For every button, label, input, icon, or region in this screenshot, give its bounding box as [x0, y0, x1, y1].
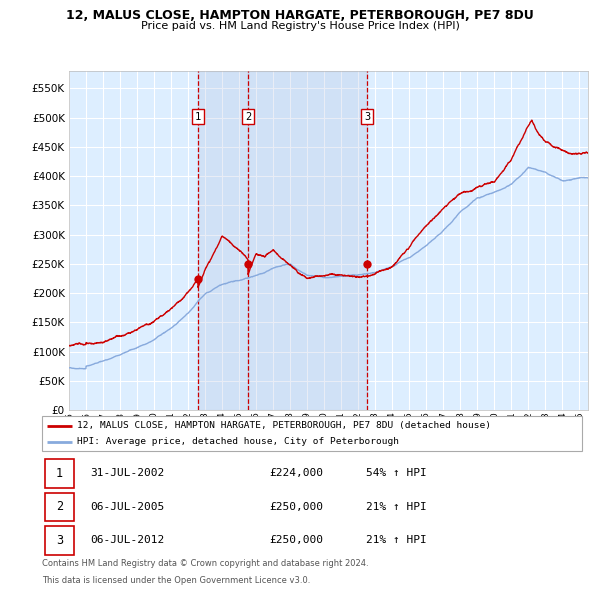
Text: 3: 3: [56, 534, 63, 547]
Text: 21% ↑ HPI: 21% ↑ HPI: [366, 502, 427, 512]
Text: £250,000: £250,000: [269, 502, 323, 512]
Text: 1: 1: [195, 112, 201, 122]
Text: 12, MALUS CLOSE, HAMPTON HARGATE, PETERBOROUGH, PE7 8DU (detached house): 12, MALUS CLOSE, HAMPTON HARGATE, PETERB…: [77, 421, 491, 430]
Text: 54% ↑ HPI: 54% ↑ HPI: [366, 468, 427, 478]
Text: £250,000: £250,000: [269, 535, 323, 545]
Text: Contains HM Land Registry data © Crown copyright and database right 2024.: Contains HM Land Registry data © Crown c…: [42, 559, 368, 568]
Text: 06-JUL-2005: 06-JUL-2005: [91, 502, 165, 512]
Text: This data is licensed under the Open Government Licence v3.0.: This data is licensed under the Open Gov…: [42, 576, 310, 585]
Text: £224,000: £224,000: [269, 468, 323, 478]
Bar: [248, 71, 367, 410]
Text: Price paid vs. HM Land Registry's House Price Index (HPI): Price paid vs. HM Land Registry's House …: [140, 21, 460, 31]
Text: 12, MALUS CLOSE, HAMPTON HARGATE, PETERBOROUGH, PE7 8DU: 12, MALUS CLOSE, HAMPTON HARGATE, PETERB…: [66, 9, 534, 22]
FancyBboxPatch shape: [45, 526, 74, 555]
FancyBboxPatch shape: [45, 459, 74, 487]
Text: 2: 2: [56, 500, 63, 513]
Text: 31-JUL-2002: 31-JUL-2002: [91, 468, 165, 478]
Text: 21% ↑ HPI: 21% ↑ HPI: [366, 535, 427, 545]
FancyBboxPatch shape: [45, 493, 74, 521]
Text: 3: 3: [364, 112, 370, 122]
Text: 1: 1: [56, 467, 63, 480]
Text: HPI: Average price, detached house, City of Peterborough: HPI: Average price, detached house, City…: [77, 437, 399, 446]
Text: 2: 2: [245, 112, 251, 122]
Text: 06-JUL-2012: 06-JUL-2012: [91, 535, 165, 545]
Bar: [198, 71, 248, 410]
